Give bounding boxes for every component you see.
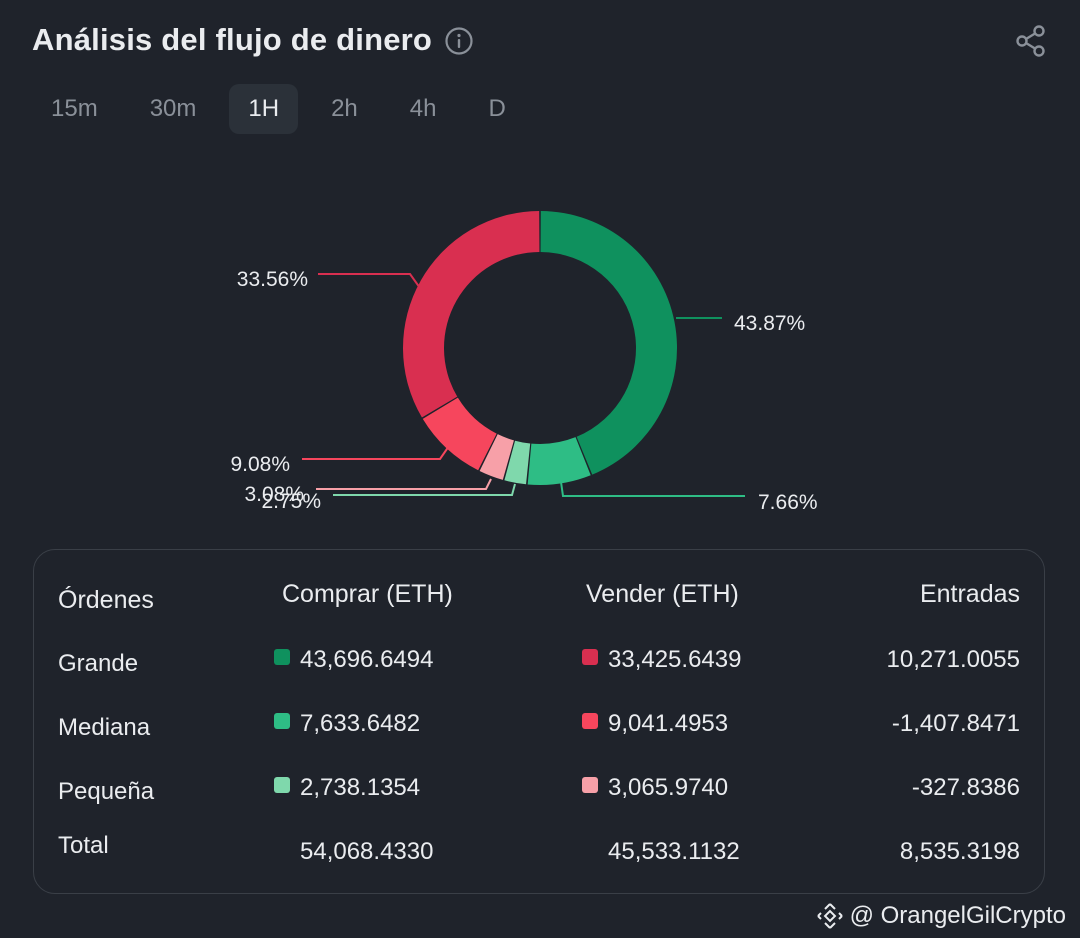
row-net-small: -327.8386 <box>911 774 1020 801</box>
tab-2h[interactable]: 2h <box>331 95 358 122</box>
row-sell-small: 3,065.9740 <box>582 774 728 802</box>
row-sell-large: 33,425.6439 <box>582 646 741 674</box>
tab-d[interactable]: D <box>488 95 506 122</box>
donut-slice[interactable] <box>527 437 591 485</box>
tab-4h[interactable]: 4h <box>409 95 437 122</box>
donut-slice[interactable] <box>479 434 514 480</box>
share-icon[interactable] <box>1014 24 1048 58</box>
row-net-total: 8,535.3198 <box>899 838 1020 865</box>
watermark-text: @ OrangelGilCrypto <box>849 902 1066 929</box>
row-label-medium: Mediana <box>58 714 151 741</box>
row-net-medium: -1,407.8471 <box>891 710 1020 737</box>
row-label-small: Pequeña <box>58 778 155 805</box>
donut-slice[interactable] <box>422 397 497 471</box>
header: Análisis del flujo de dinero <box>32 20 1048 64</box>
sell-value: 9,041.4953 <box>608 710 729 737</box>
buy-value: 2,738.1354 <box>300 774 421 801</box>
donut-svg: 43.87% 7.66% 2.75%3.08% 9.08% 33.56% <box>230 211 818 514</box>
slice-label-leader-line <box>318 273 421 289</box>
header-buy: Comprar (ETH) <box>282 580 453 608</box>
header-sell: Vender (ETH) <box>586 580 739 608</box>
slice-label: 2.75% <box>261 490 321 513</box>
row-net-large: 10,271.0055 <box>886 646 1020 673</box>
buy-color-swatch <box>274 777 290 793</box>
slice-label-leader-line <box>333 483 516 496</box>
slice-label-leader-line <box>302 445 450 460</box>
row-buy-small: 2,738.1354 <box>274 774 420 802</box>
row-label-total: Total <box>58 832 109 859</box>
donut-slice[interactable] <box>540 211 677 475</box>
row-sell-medium: 9,041.4953 <box>582 710 728 738</box>
slice-label-leader-line <box>316 478 492 490</box>
sell-color-swatch <box>582 649 598 665</box>
slice-label: 43.87% <box>734 312 805 335</box>
binance-icon <box>816 903 843 929</box>
buy-value: 7,633.6482 <box>300 710 421 737</box>
donut-slice[interactable] <box>504 440 531 485</box>
slice-label: 3.08% <box>244 483 304 506</box>
orders-table: Órdenes Comprar (ETH) Vender (ETH) Entra… <box>33 549 1045 894</box>
watermark: @ OrangelGilCrypto <box>816 902 1066 930</box>
info-icon[interactable] <box>444 26 474 56</box>
header-orders: Órdenes <box>58 586 154 614</box>
row-label-large: Grande <box>58 650 139 677</box>
slice-label: 7.66% <box>758 491 818 514</box>
row-buy-large: 43,696.6494 <box>274 646 433 674</box>
buy-value: 43,696.6494 <box>300 646 434 673</box>
tab-1h[interactable]: 1H <box>229 84 299 134</box>
sell-value: 33,425.6439 <box>608 646 742 673</box>
slice-label-leader-line <box>560 481 745 497</box>
tab-15m[interactable]: 15m <box>51 95 98 122</box>
tab-30m[interactable]: 30m <box>149 95 197 122</box>
sell-value: 3,065.9740 <box>608 774 729 801</box>
buy-color-swatch <box>274 713 290 729</box>
buy-color-swatch <box>274 649 290 665</box>
sell-color-swatch <box>582 777 598 793</box>
timeframe-tabs: 15m 30m 1H 2h 4h D <box>32 84 525 134</box>
slice-label: 33.56% <box>237 268 308 291</box>
donut-slice[interactable] <box>403 211 540 418</box>
money-flow-donut-chart: 43.87% 7.66% 2.75% 3.08% 9.08% 33.56% <box>0 140 1080 540</box>
sell-color-swatch <box>582 713 598 729</box>
row-buy-total: 54,068.4330 <box>300 838 434 865</box>
row-sell-total: 45,533.1132 <box>608 838 740 865</box>
header-net: Entradas <box>919 580 1020 608</box>
page-title: Análisis del flujo de dinero <box>32 22 433 57</box>
row-buy-medium: 7,633.6482 <box>274 710 420 738</box>
slice-label: 9.08% <box>230 453 290 476</box>
